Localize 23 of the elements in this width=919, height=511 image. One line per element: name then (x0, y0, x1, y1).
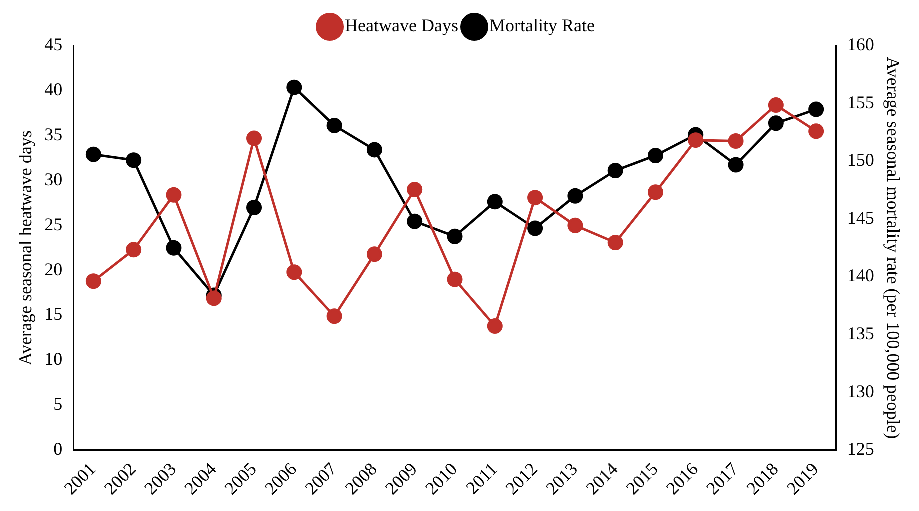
y2-tick-label: 155 (847, 92, 874, 112)
y2-axis-title: Average seasonal mortality rate (per 100,000 people) (883, 57, 904, 440)
y-tick-label: 40 (44, 80, 63, 100)
y-tick-label: 0 (54, 439, 63, 460)
y-axis-title: Average seasonal heatwave days (16, 130, 36, 366)
legend-label: Mortality Rate (489, 16, 595, 36)
x-tick-label: 2011 (462, 458, 502, 498)
y-tick-label: 30 (44, 169, 63, 190)
y-tick-label: 5 (54, 394, 63, 414)
y-tick-label: 10 (44, 349, 63, 370)
y2-tick-label: 125 (847, 439, 874, 460)
y2-tick-label: 160 (847, 34, 874, 55)
y-tick-label: 15 (44, 304, 63, 324)
y-tick-label: 20 (44, 259, 63, 280)
legend-label: Heatwave Days (345, 16, 458, 36)
y-tick-label: 25 (44, 214, 63, 234)
y2-tick-label: 145 (847, 208, 874, 228)
y2-tick-label: 130 (847, 381, 874, 402)
y2-tick-label: 140 (847, 266, 874, 286)
y2-tick-label: 150 (847, 150, 874, 170)
y-tick-label: 35 (44, 124, 63, 145)
y-tick-label: 45 (44, 34, 63, 55)
y2-tick-label: 135 (847, 324, 874, 344)
